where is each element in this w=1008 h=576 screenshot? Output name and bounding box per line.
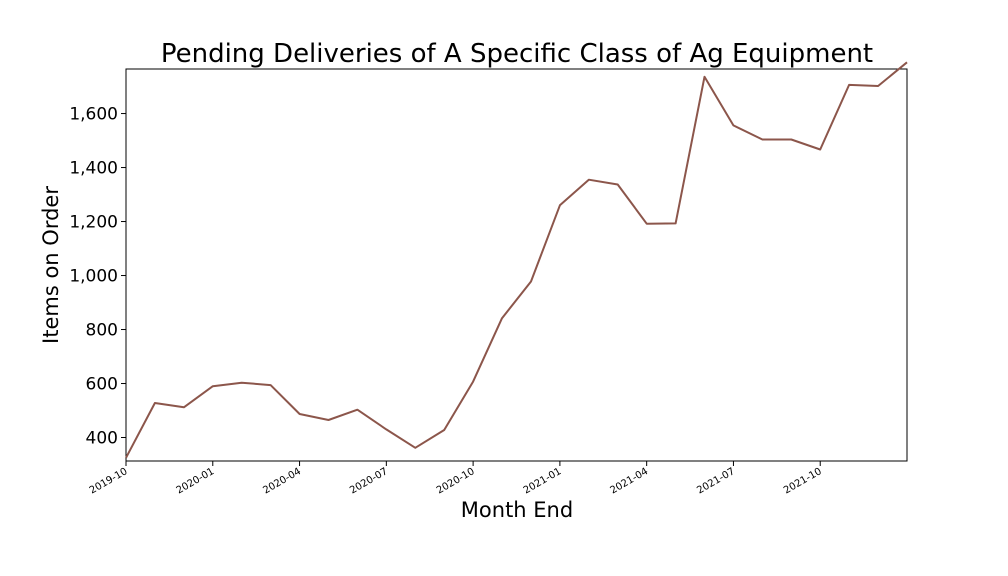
chart-title: Pending Deliveries of A Specific Class o… <box>161 39 873 69</box>
x-tick-label: 2021-04 <box>608 466 650 496</box>
y-tick-label: 1,200 <box>69 213 118 233</box>
x-axis: 2019-10 2020-01 2020-04 2020-07 2020-10 2021-… <box>88 461 824 496</box>
series-line <box>125 61 908 459</box>
x-tick-label: 2021-10 <box>782 466 824 496</box>
y-axis: 400 600 800 1,000 1,200 1,400 1,600 <box>69 105 126 449</box>
x-tick-label: 2020-10 <box>435 466 477 496</box>
x-tick-label: 2020-01 <box>175 466 217 496</box>
y-axis-label: Items on Order <box>39 186 63 344</box>
x-axis-label: Month End <box>461 498 573 522</box>
x-tick-label: 2021-07 <box>695 466 737 496</box>
x-tick-label: 2021-01 <box>522 466 564 496</box>
y-tick-label: 400 <box>86 429 118 449</box>
x-tick-label: 2020-04 <box>261 466 303 496</box>
plot-area <box>125 68 908 462</box>
x-tick-label: 2019-10 <box>88 466 130 496</box>
y-tick-label: 600 <box>86 375 118 395</box>
y-tick-label: 1,600 <box>69 105 118 125</box>
y-tick-label: 1,400 <box>69 159 118 179</box>
y-tick-label: 800 <box>86 321 118 341</box>
y-tick-label: 1,000 <box>69 267 118 287</box>
x-tick-label: 2020-07 <box>348 466 390 496</box>
